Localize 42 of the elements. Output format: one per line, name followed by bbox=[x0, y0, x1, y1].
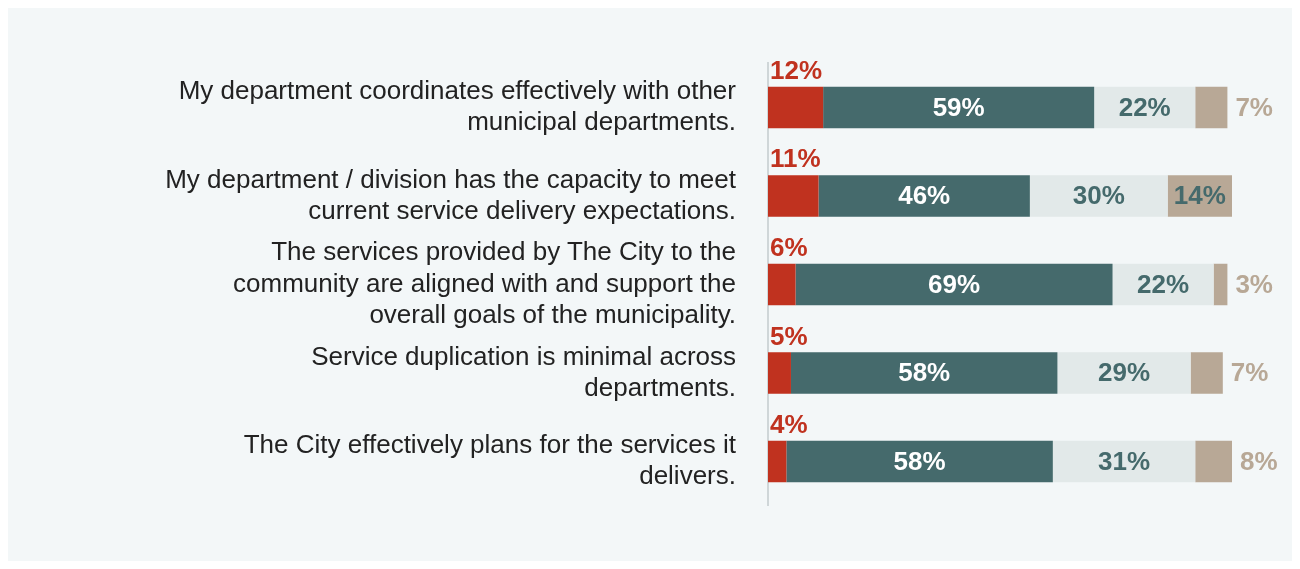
data-label: 22% bbox=[1118, 91, 1171, 122]
bar bbox=[1057, 352, 1191, 394]
bar bbox=[823, 86, 1095, 129]
data-label: 4% bbox=[770, 409, 808, 440]
bar bbox=[1213, 263, 1228, 306]
bar bbox=[786, 440, 1053, 483]
bar bbox=[768, 263, 796, 306]
bar bbox=[1195, 86, 1228, 129]
data-label: 58% bbox=[898, 357, 951, 388]
data-label: 30% bbox=[1072, 180, 1125, 211]
data-label: 58% bbox=[893, 445, 946, 476]
bar bbox=[768, 352, 791, 394]
data-label: 6% bbox=[770, 231, 808, 262]
data-label: 69% bbox=[928, 268, 981, 299]
data-label: 7% bbox=[1235, 91, 1273, 122]
bar bbox=[768, 86, 824, 129]
bar bbox=[1052, 440, 1196, 483]
data-label: 3% bbox=[1235, 268, 1273, 299]
y-tick-label: My department coordinates effectively with other municipal departments. bbox=[178, 75, 737, 137]
bar bbox=[1190, 352, 1223, 394]
bar bbox=[818, 175, 1030, 217]
data-label: 5% bbox=[770, 320, 808, 351]
data-label: 7% bbox=[1230, 357, 1269, 388]
bar bbox=[768, 175, 819, 217]
data-label: 46% bbox=[898, 180, 951, 211]
data-label: 59% bbox=[932, 91, 985, 122]
y-tick-label: The City effectively plans for the services it delivers. bbox=[243, 429, 737, 491]
data-label: 8% bbox=[1240, 445, 1278, 476]
data-label: 22% bbox=[1137, 268, 1190, 299]
bar bbox=[795, 263, 1113, 306]
y-tick-label: The services provided by The City to the community are aligned with and support the overall goals of the municipality. bbox=[233, 236, 736, 329]
data-label: 12% bbox=[770, 54, 823, 85]
data-label: 11% bbox=[770, 143, 821, 174]
bar bbox=[1029, 175, 1168, 217]
data-label: 14% bbox=[1173, 180, 1226, 211]
y-tick-label: Service duplication is minimal across departments. bbox=[311, 340, 736, 402]
data-label: 29% bbox=[1098, 357, 1151, 388]
y-tick-label: My department / division has the capacity to meet current service delivery expectations. bbox=[165, 163, 737, 225]
data-label: 31% bbox=[1098, 445, 1151, 476]
bar bbox=[1195, 440, 1232, 483]
bar bbox=[768, 440, 787, 483]
bar bbox=[790, 352, 1058, 394]
